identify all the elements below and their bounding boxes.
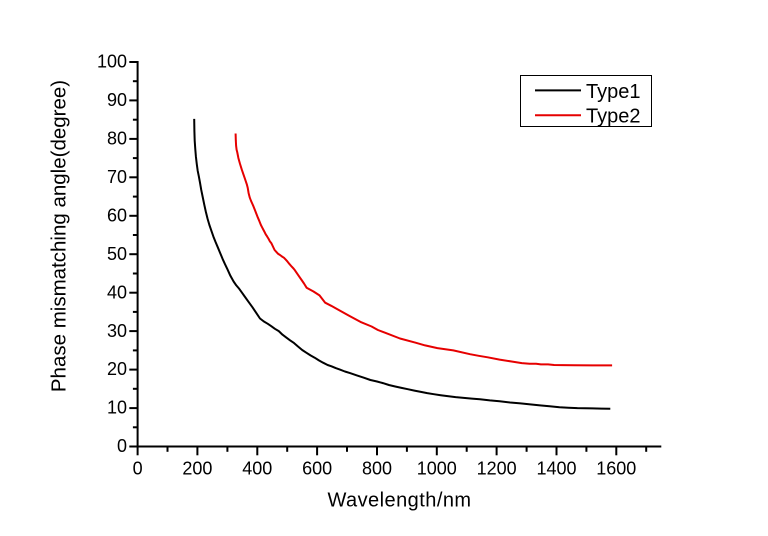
svg-text:20: 20 — [107, 359, 127, 379]
svg-text:Type2: Type2 — [586, 106, 640, 128]
svg-text:30: 30 — [107, 321, 127, 341]
svg-text:Type1: Type1 — [586, 81, 640, 103]
svg-text:600: 600 — [302, 458, 332, 478]
svg-text:40: 40 — [107, 282, 127, 302]
svg-text:Wavelength/nm: Wavelength/nm — [327, 489, 471, 511]
svg-text:0: 0 — [117, 436, 127, 456]
svg-text:1000: 1000 — [417, 458, 457, 478]
svg-text:60: 60 — [107, 205, 127, 225]
svg-text:1600: 1600 — [596, 458, 636, 478]
svg-text:1200: 1200 — [477, 458, 517, 478]
svg-text:200: 200 — [182, 458, 212, 478]
svg-text:100: 100 — [97, 52, 127, 72]
svg-text:0: 0 — [133, 458, 143, 478]
svg-text:10: 10 — [107, 398, 127, 418]
svg-text:80: 80 — [107, 129, 127, 149]
svg-text:1400: 1400 — [536, 458, 576, 478]
svg-text:90: 90 — [107, 90, 127, 110]
svg-text:50: 50 — [107, 244, 127, 264]
svg-text:70: 70 — [107, 167, 127, 187]
svg-text:Phase mismatching angle(degree: Phase mismatching angle(degree) — [47, 80, 70, 392]
svg-text:800: 800 — [362, 458, 392, 478]
svg-text:400: 400 — [242, 458, 272, 478]
